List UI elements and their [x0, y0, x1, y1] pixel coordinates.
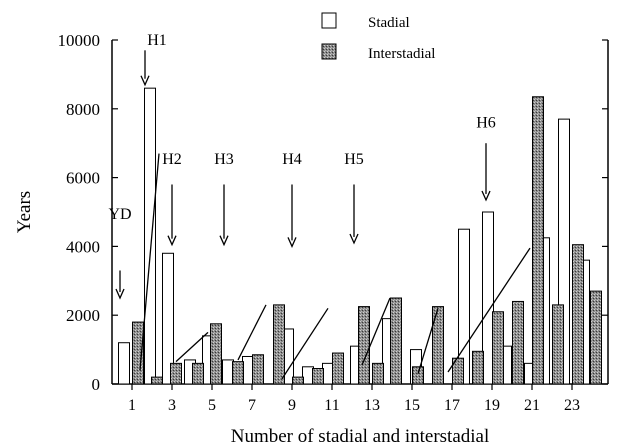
interstadial-bar	[170, 362, 182, 385]
trend-line	[417, 308, 439, 374]
x-tick-label: 9	[288, 397, 296, 414]
x-tick-label: 21	[524, 397, 540, 414]
x-tick-label: 5	[208, 397, 216, 414]
interstadial-bar	[452, 357, 464, 385]
interstadial-bar	[512, 300, 524, 385]
event-arrow-head	[349, 233, 359, 245]
y-tick-label: 6000	[66, 169, 100, 188]
x-tick-label: 7	[248, 397, 256, 414]
x-tick-label: 11	[324, 397, 339, 414]
stadial-bar	[222, 359, 234, 385]
y-tick-label: 4000	[66, 237, 100, 256]
x-tick-label: 23	[564, 397, 580, 414]
stadial-bar	[482, 211, 494, 385]
event-label: H4	[282, 151, 302, 168]
interstadial-bar	[412, 366, 424, 385]
event-arrow-head	[115, 288, 125, 300]
y-tick-label: 10000	[58, 31, 101, 50]
x-tick-label: 19	[484, 397, 500, 414]
interstadial-bar	[532, 96, 544, 385]
event-label: H5	[344, 151, 364, 168]
interstadial-bar	[390, 297, 402, 385]
legend-swatch-interstadial	[321, 43, 337, 60]
x-tick-label: 17	[444, 397, 460, 414]
stadial-bar	[302, 366, 314, 385]
y-axis-title: Years	[14, 191, 35, 233]
event-label: YD	[108, 206, 131, 223]
interstadial-bar	[273, 304, 285, 385]
interstadial-bar	[472, 350, 484, 385]
event-arrow-head	[140, 75, 150, 87]
stadial-bar	[118, 342, 130, 385]
trend-line	[361, 297, 391, 366]
interstadial-bar	[358, 306, 370, 385]
interstadial-bar	[372, 362, 384, 385]
y-tick-label: 0	[92, 375, 101, 394]
x-tick-label: 13	[364, 397, 380, 414]
event-label: H1	[147, 32, 167, 49]
stadial-bar	[144, 87, 156, 385]
event-label: H2	[162, 151, 182, 168]
event-arrow-head	[287, 237, 297, 249]
trend-line	[281, 307, 329, 380]
interstadial-bar	[590, 290, 602, 385]
interstadial-bar	[232, 361, 244, 385]
interstadial-bar	[572, 244, 584, 385]
event-annotations: YD H1 H2 H3 H4 H5 H6	[108, 32, 496, 300]
event-label: H6	[476, 115, 496, 132]
interstadial-bar	[552, 304, 564, 385]
interstadial-bar	[292, 376, 304, 385]
y-tick-label: 8000	[66, 100, 100, 119]
interstadial-series	[132, 96, 602, 385]
interstadial-bar	[252, 354, 264, 385]
trend-lines	[139, 153, 531, 380]
legend-label-stadial: Stadial	[368, 15, 410, 31]
stadial-bar	[322, 362, 334, 385]
interstadial-bar	[192, 362, 204, 385]
interstadial-bar	[132, 321, 144, 385]
interstadial-bar	[151, 376, 163, 385]
x-tick-label: 3	[168, 397, 176, 414]
trend-line	[139, 153, 160, 371]
event-arrow-head	[219, 235, 229, 247]
stadial-bar	[242, 355, 254, 385]
x-tick-label: 1	[128, 397, 136, 414]
y-tick-label: 2000	[66, 306, 100, 325]
event-arrow-head	[167, 235, 177, 247]
trend-line	[237, 304, 267, 361]
trend-line	[175, 331, 209, 363]
stadial-bar	[162, 252, 174, 385]
interstadial-bar	[312, 368, 324, 385]
event-arrow-head	[481, 190, 491, 202]
interstadial-bar	[432, 306, 444, 385]
interstadial-bar	[332, 352, 344, 385]
event-label: H3	[214, 151, 234, 168]
trend-line	[447, 247, 531, 373]
legend-swatch-stadial	[321, 12, 337, 29]
legend: Stadial Interstadial	[321, 12, 435, 62]
legend-label-interstadial: Interstadial	[368, 46, 435, 62]
x-tick-label: 15	[404, 397, 420, 414]
interstadial-bar	[210, 323, 222, 385]
x-axis-title: Number of stadial and interstadial	[231, 426, 490, 447]
interstadial-bar	[492, 311, 504, 385]
